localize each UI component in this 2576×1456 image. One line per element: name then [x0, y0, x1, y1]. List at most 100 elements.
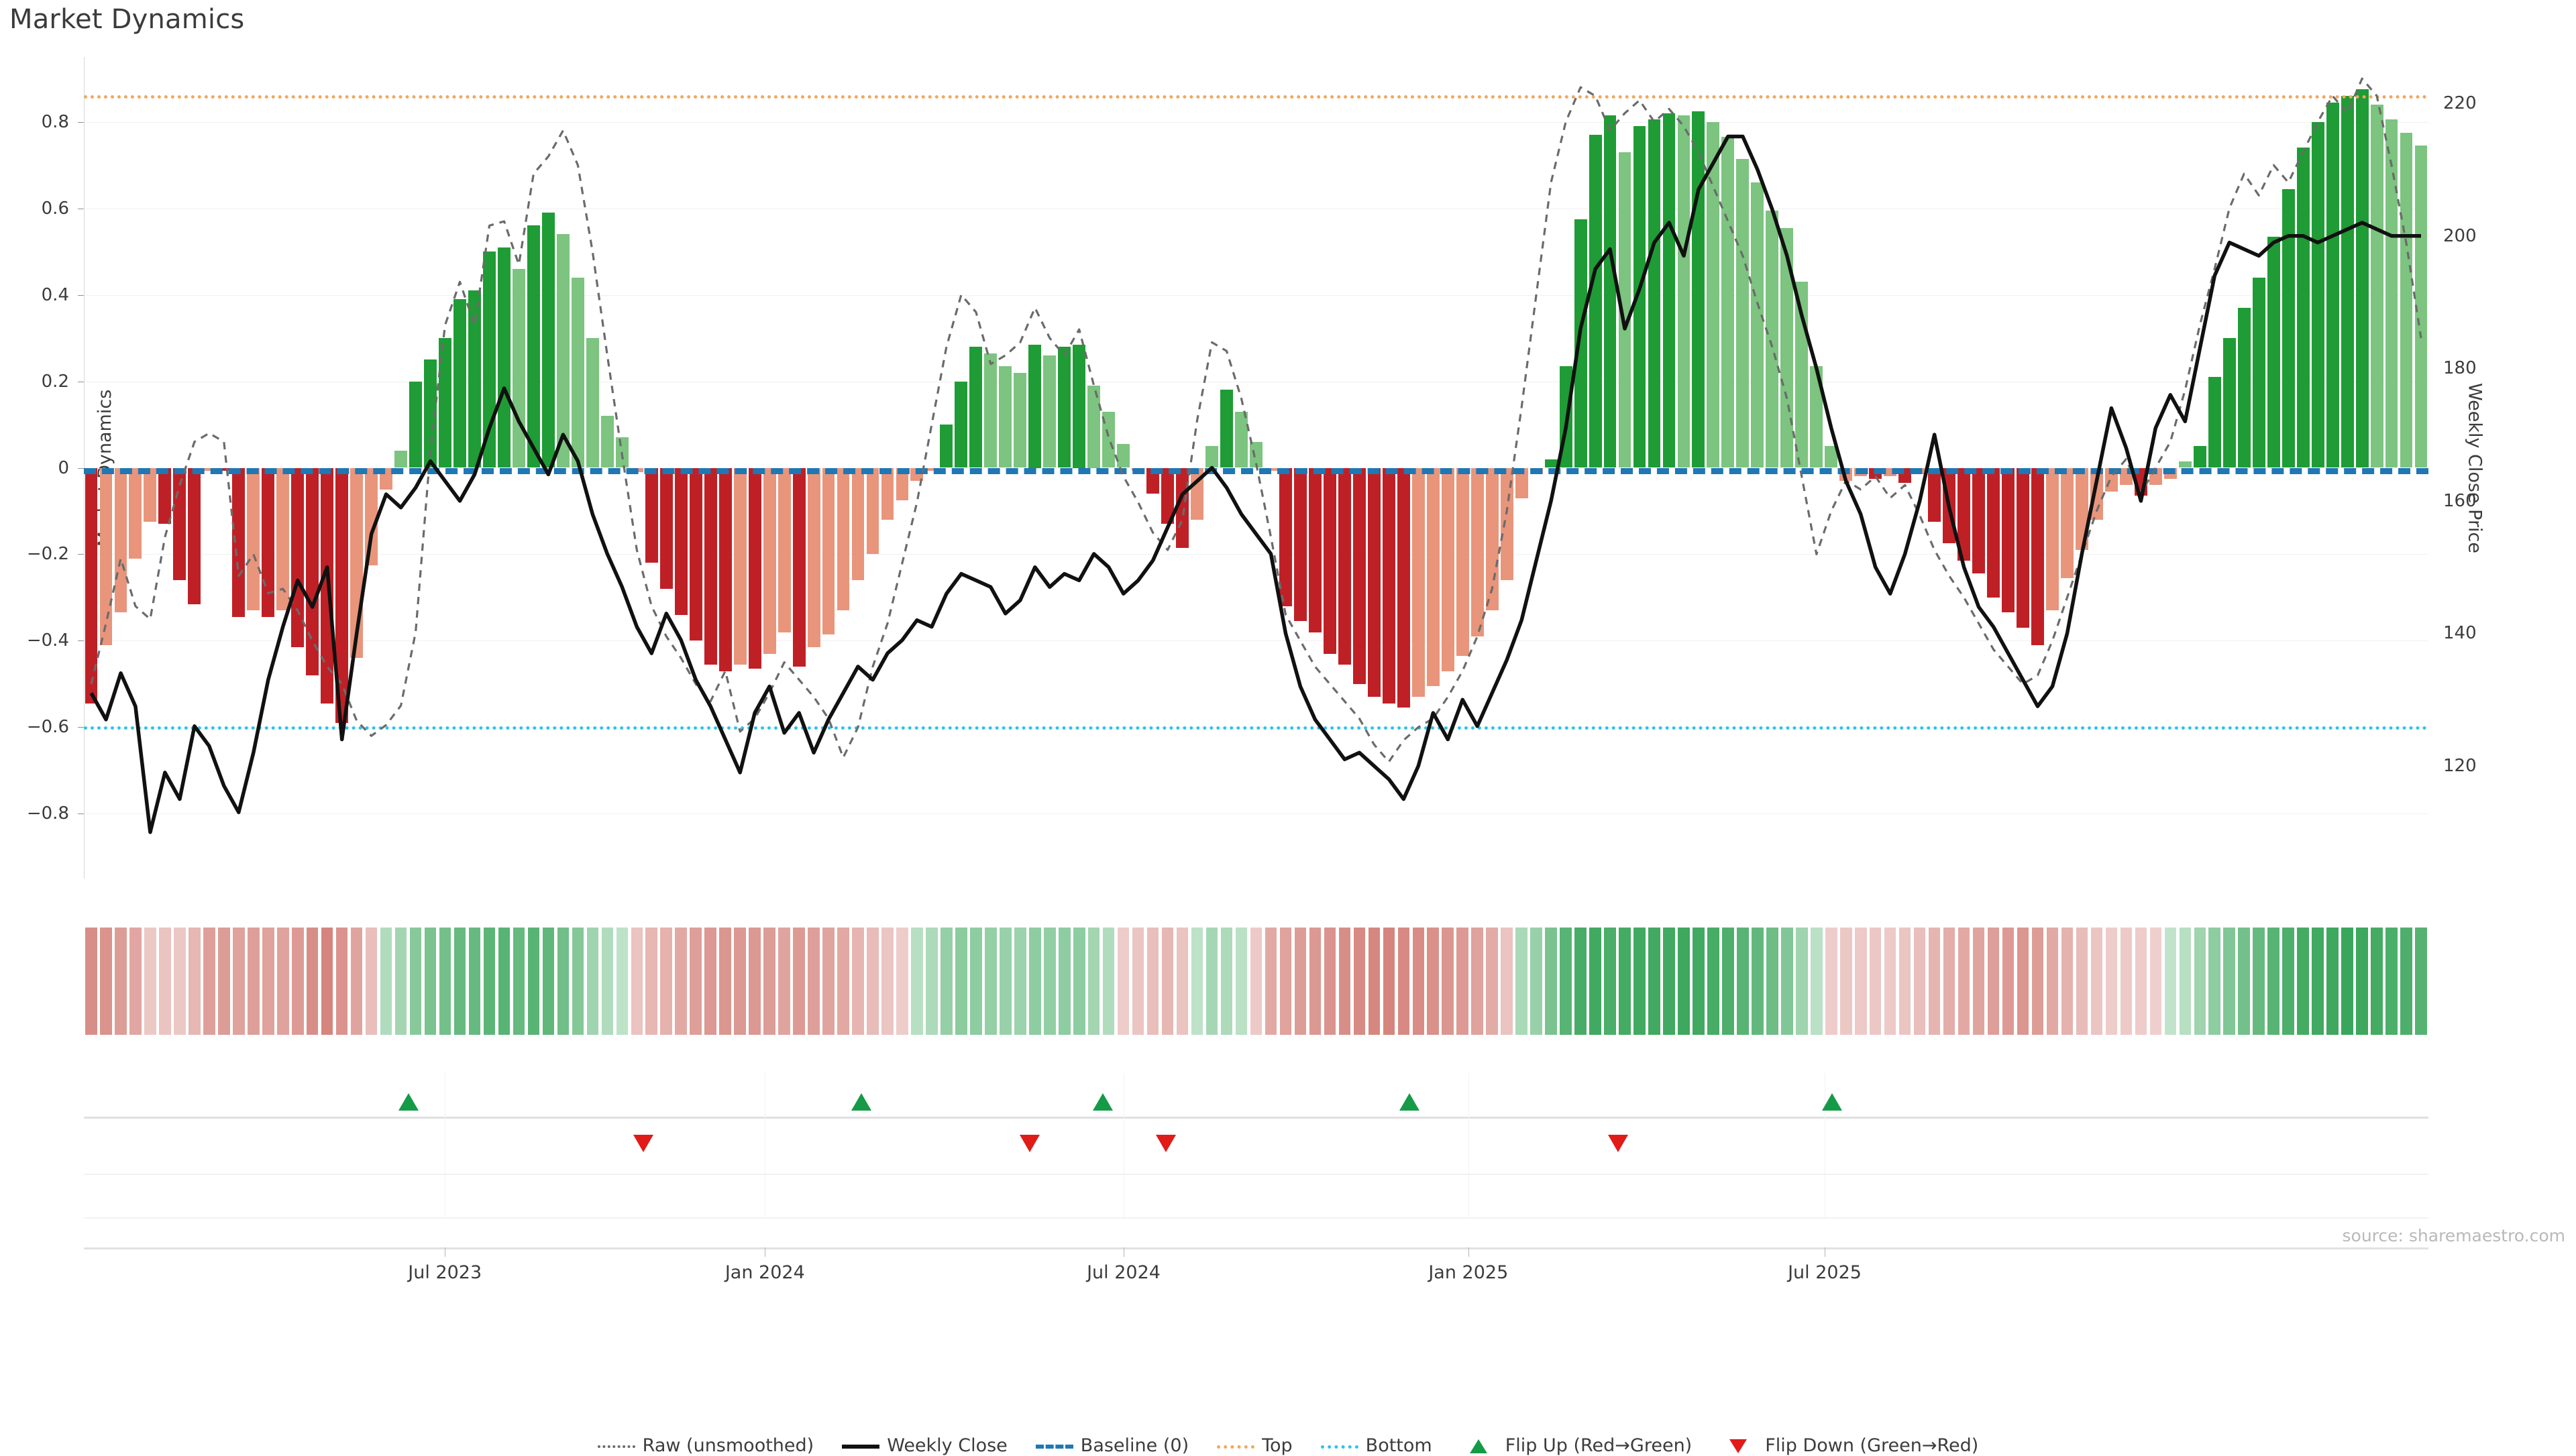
bar: [2267, 236, 2280, 468]
bar: [807, 467, 820, 648]
bar: [394, 450, 408, 468]
right-tick-label: 200: [2443, 225, 2477, 246]
bar: [1102, 411, 1116, 468]
heat-cell: [1589, 928, 1601, 1035]
left-tick-mark: [78, 294, 84, 296]
flip-up-marker[interactable]: [1399, 1093, 1420, 1111]
legend-item-raw-unsmoothed[interactable]: Raw (unsmoothed): [597, 1435, 814, 1456]
legend-item-weekly-close[interactable]: Weekly Close: [842, 1435, 1008, 1456]
left-tick-label: −0.2: [26, 544, 69, 565]
flip-up-marker[interactable]: [398, 1093, 419, 1111]
bar: [1043, 355, 1057, 468]
heat-cell: [1869, 928, 1882, 1035]
heat-cell: [1737, 928, 1749, 1035]
heat-cell: [1412, 928, 1425, 1035]
bar: [1028, 344, 1042, 468]
legend-item-baseline[interactable]: Baseline (0): [1035, 1435, 1189, 1456]
heat-cell: [852, 928, 864, 1035]
bar: [2414, 146, 2428, 468]
heat-cell: [1752, 928, 1764, 1035]
flip-down-marker[interactable]: [1020, 1135, 1040, 1152]
flip-up-marker[interactable]: [851, 1093, 871, 1111]
heat-cell: [911, 928, 923, 1035]
panel-divider: [84, 1217, 2428, 1219]
heat-cell: [1884, 928, 1896, 1035]
legend-item-bottom[interactable]: Bottom: [1320, 1435, 1432, 1456]
heat-cell: [2149, 928, 2162, 1035]
heat-cell: [2135, 928, 2147, 1035]
left-tick-label: 0.4: [41, 284, 69, 305]
bar: [1456, 467, 1469, 656]
bar: [291, 467, 305, 648]
triangle-up-green: [1469, 1439, 1487, 1453]
bar: [896, 467, 909, 500]
heat-cell: [1707, 928, 1719, 1035]
heat-cell: [1338, 928, 1351, 1035]
bar: [1087, 386, 1101, 468]
bar: [1161, 467, 1175, 524]
bar: [541, 213, 555, 468]
bar: [424, 359, 437, 468]
heat-cell: [2208, 928, 2221, 1035]
heat-cell: [233, 928, 245, 1035]
heat-cell: [2356, 928, 2368, 1035]
bar: [2400, 132, 2413, 468]
flip-up-marker[interactable]: [1092, 1093, 1113, 1111]
heat-cell: [734, 928, 746, 1035]
bar: [2311, 121, 2324, 468]
heat-cell: [793, 928, 805, 1035]
bar: [1338, 467, 1351, 665]
heat-cell: [2105, 928, 2118, 1035]
heat-cell: [704, 928, 716, 1035]
bar: [704, 467, 717, 665]
line-series-layer: [89, 77, 2422, 834]
bar: [748, 467, 761, 669]
left-tick-label: 0.8: [41, 111, 69, 132]
heat-cell: [2238, 928, 2251, 1035]
flip-down-marker[interactable]: [1155, 1135, 1176, 1152]
bar: [1235, 411, 1248, 468]
bar: [2355, 89, 2369, 468]
heat-cell: [498, 928, 511, 1035]
bar: [262, 467, 275, 617]
bar: [674, 467, 688, 615]
heat-cell: [690, 928, 702, 1035]
heat-cell: [1073, 928, 1085, 1035]
legend-item-top[interactable]: Top: [1217, 1435, 1293, 1456]
bar: [571, 277, 584, 468]
left-tick-label: −0.6: [26, 717, 69, 738]
bar: [1603, 115, 1617, 468]
heat-cell: [2017, 928, 2029, 1035]
heat-cell: [675, 928, 688, 1035]
legend-item-flip-up[interactable]: Flip Up (Red→Green): [1460, 1435, 1692, 1456]
heat-cell: [203, 928, 215, 1035]
heat-cell: [335, 928, 348, 1035]
right-tick-label: 180: [2443, 358, 2477, 379]
heat-cell: [926, 928, 938, 1035]
flip-up-marker[interactable]: [1821, 1093, 1842, 1111]
heat-cell: [2090, 928, 2103, 1035]
heat-cell: [144, 928, 156, 1035]
heat-cell: [1265, 928, 1277, 1035]
heat-cell: [1722, 928, 1734, 1035]
heat-cell: [1427, 928, 1440, 1035]
heat-cell: [837, 928, 849, 1035]
left-tick-mark: [78, 121, 84, 123]
heat-cell: [409, 928, 422, 1035]
flip-down-marker[interactable]: [633, 1135, 653, 1152]
heat-cell: [2076, 928, 2088, 1035]
heat-cell: [1220, 928, 1233, 1035]
heat-cell: [2371, 928, 2383, 1035]
heat-cell: [1693, 928, 1705, 1035]
right-tick-label: 120: [2443, 756, 2477, 777]
bar: [851, 467, 865, 581]
left-tick-label: −0.4: [26, 630, 69, 651]
legend-item-flip-down[interactable]: Flip Down (Green→Red): [1720, 1435, 1978, 1456]
flip-down-marker[interactable]: [1608, 1135, 1629, 1152]
left-tick-mark: [78, 640, 84, 642]
dotted-orange-line-icon: [1217, 1439, 1255, 1453]
heat-cell: [1987, 928, 2000, 1035]
bar: [1293, 467, 1307, 622]
heat-cell: [1102, 928, 1115, 1035]
bar: [1957, 467, 1971, 561]
